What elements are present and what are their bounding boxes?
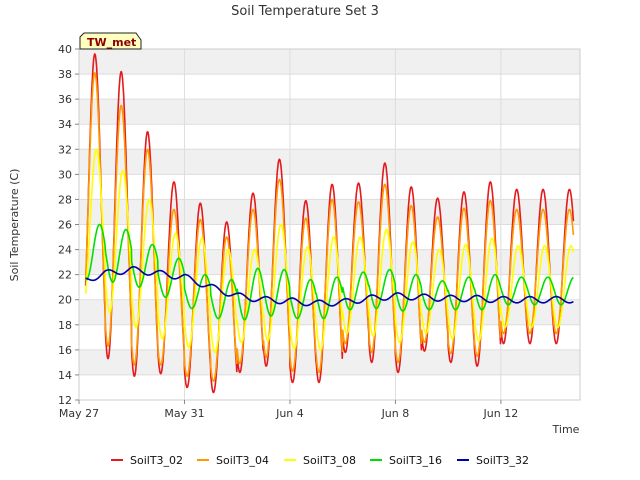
legend-label: SoilT3_08: [303, 454, 356, 467]
x-axis-ticks: May 27 May 31 Jun 4 Jun 8 Jun 12: [59, 400, 518, 420]
badge-box: [79, 32, 142, 50]
plot-band: [79, 374, 580, 400]
y-tick-label: 28: [58, 193, 72, 206]
y-tick-label: 34: [58, 118, 72, 131]
x-tick-label: Jun 8: [381, 407, 410, 420]
y-axis-ticks: 12 14 16 18 20 22 24 26 28 30 32 34 36 38 40: [58, 43, 79, 407]
x-axis-label: Time: [552, 423, 580, 436]
legend-label: SoilT3_16: [389, 454, 442, 467]
badge-label: TW_met: [87, 36, 136, 49]
legend-label: SoilT3_04: [216, 454, 269, 467]
y-tick-label: 22: [58, 269, 72, 282]
y-tick-label: 18: [58, 319, 72, 332]
x-tick-label: May 27: [59, 407, 99, 420]
series-line-soilt3-32: [85, 265, 574, 307]
y-tick-label: 38: [58, 68, 72, 81]
x-tick-label: Jun 4: [275, 407, 304, 420]
y-tick-label: 12: [58, 394, 72, 407]
x-tick-label: Jun 12: [483, 407, 519, 420]
plot-band: [79, 124, 580, 150]
y-tick-label: 32: [58, 143, 72, 156]
legend-label: SoilT3_32: [476, 454, 529, 467]
x-tick-label: May 31: [164, 407, 204, 420]
y-tick-label: 24: [58, 244, 72, 257]
series-line-soilt3-16: [85, 223, 574, 321]
legend: SoilT3_02 SoilT3_04 SoilT3_08 SoilT3_16 Soil…: [111, 454, 529, 467]
y-axis-label: Soil Temperature (C): [8, 169, 21, 282]
plot-band: [79, 149, 580, 175]
y-tick-label: 26: [58, 219, 72, 232]
plot-background-bands: [79, 49, 580, 400]
series-lines: [84, 53, 575, 394]
y-tick-label: 36: [58, 93, 72, 106]
y-tick-label: 20: [58, 294, 72, 307]
chart-title: Soil Temperature Set 3: [231, 4, 379, 19]
series-line-soilt3-08: [84, 148, 575, 354]
plot-band: [79, 224, 580, 250]
y-tick-label: 14: [58, 369, 72, 382]
plot-band: [79, 74, 580, 100]
legend-label: SoilT3_02: [130, 454, 183, 467]
tw-met-badge: TW_met: [79, 32, 142, 50]
plot-band: [79, 49, 580, 75]
plot-band: [79, 349, 580, 375]
y-tick-label: 16: [58, 344, 72, 357]
y-tick-label: 40: [58, 43, 72, 56]
y-tick-label: 30: [58, 168, 72, 181]
plot-band: [79, 99, 580, 125]
